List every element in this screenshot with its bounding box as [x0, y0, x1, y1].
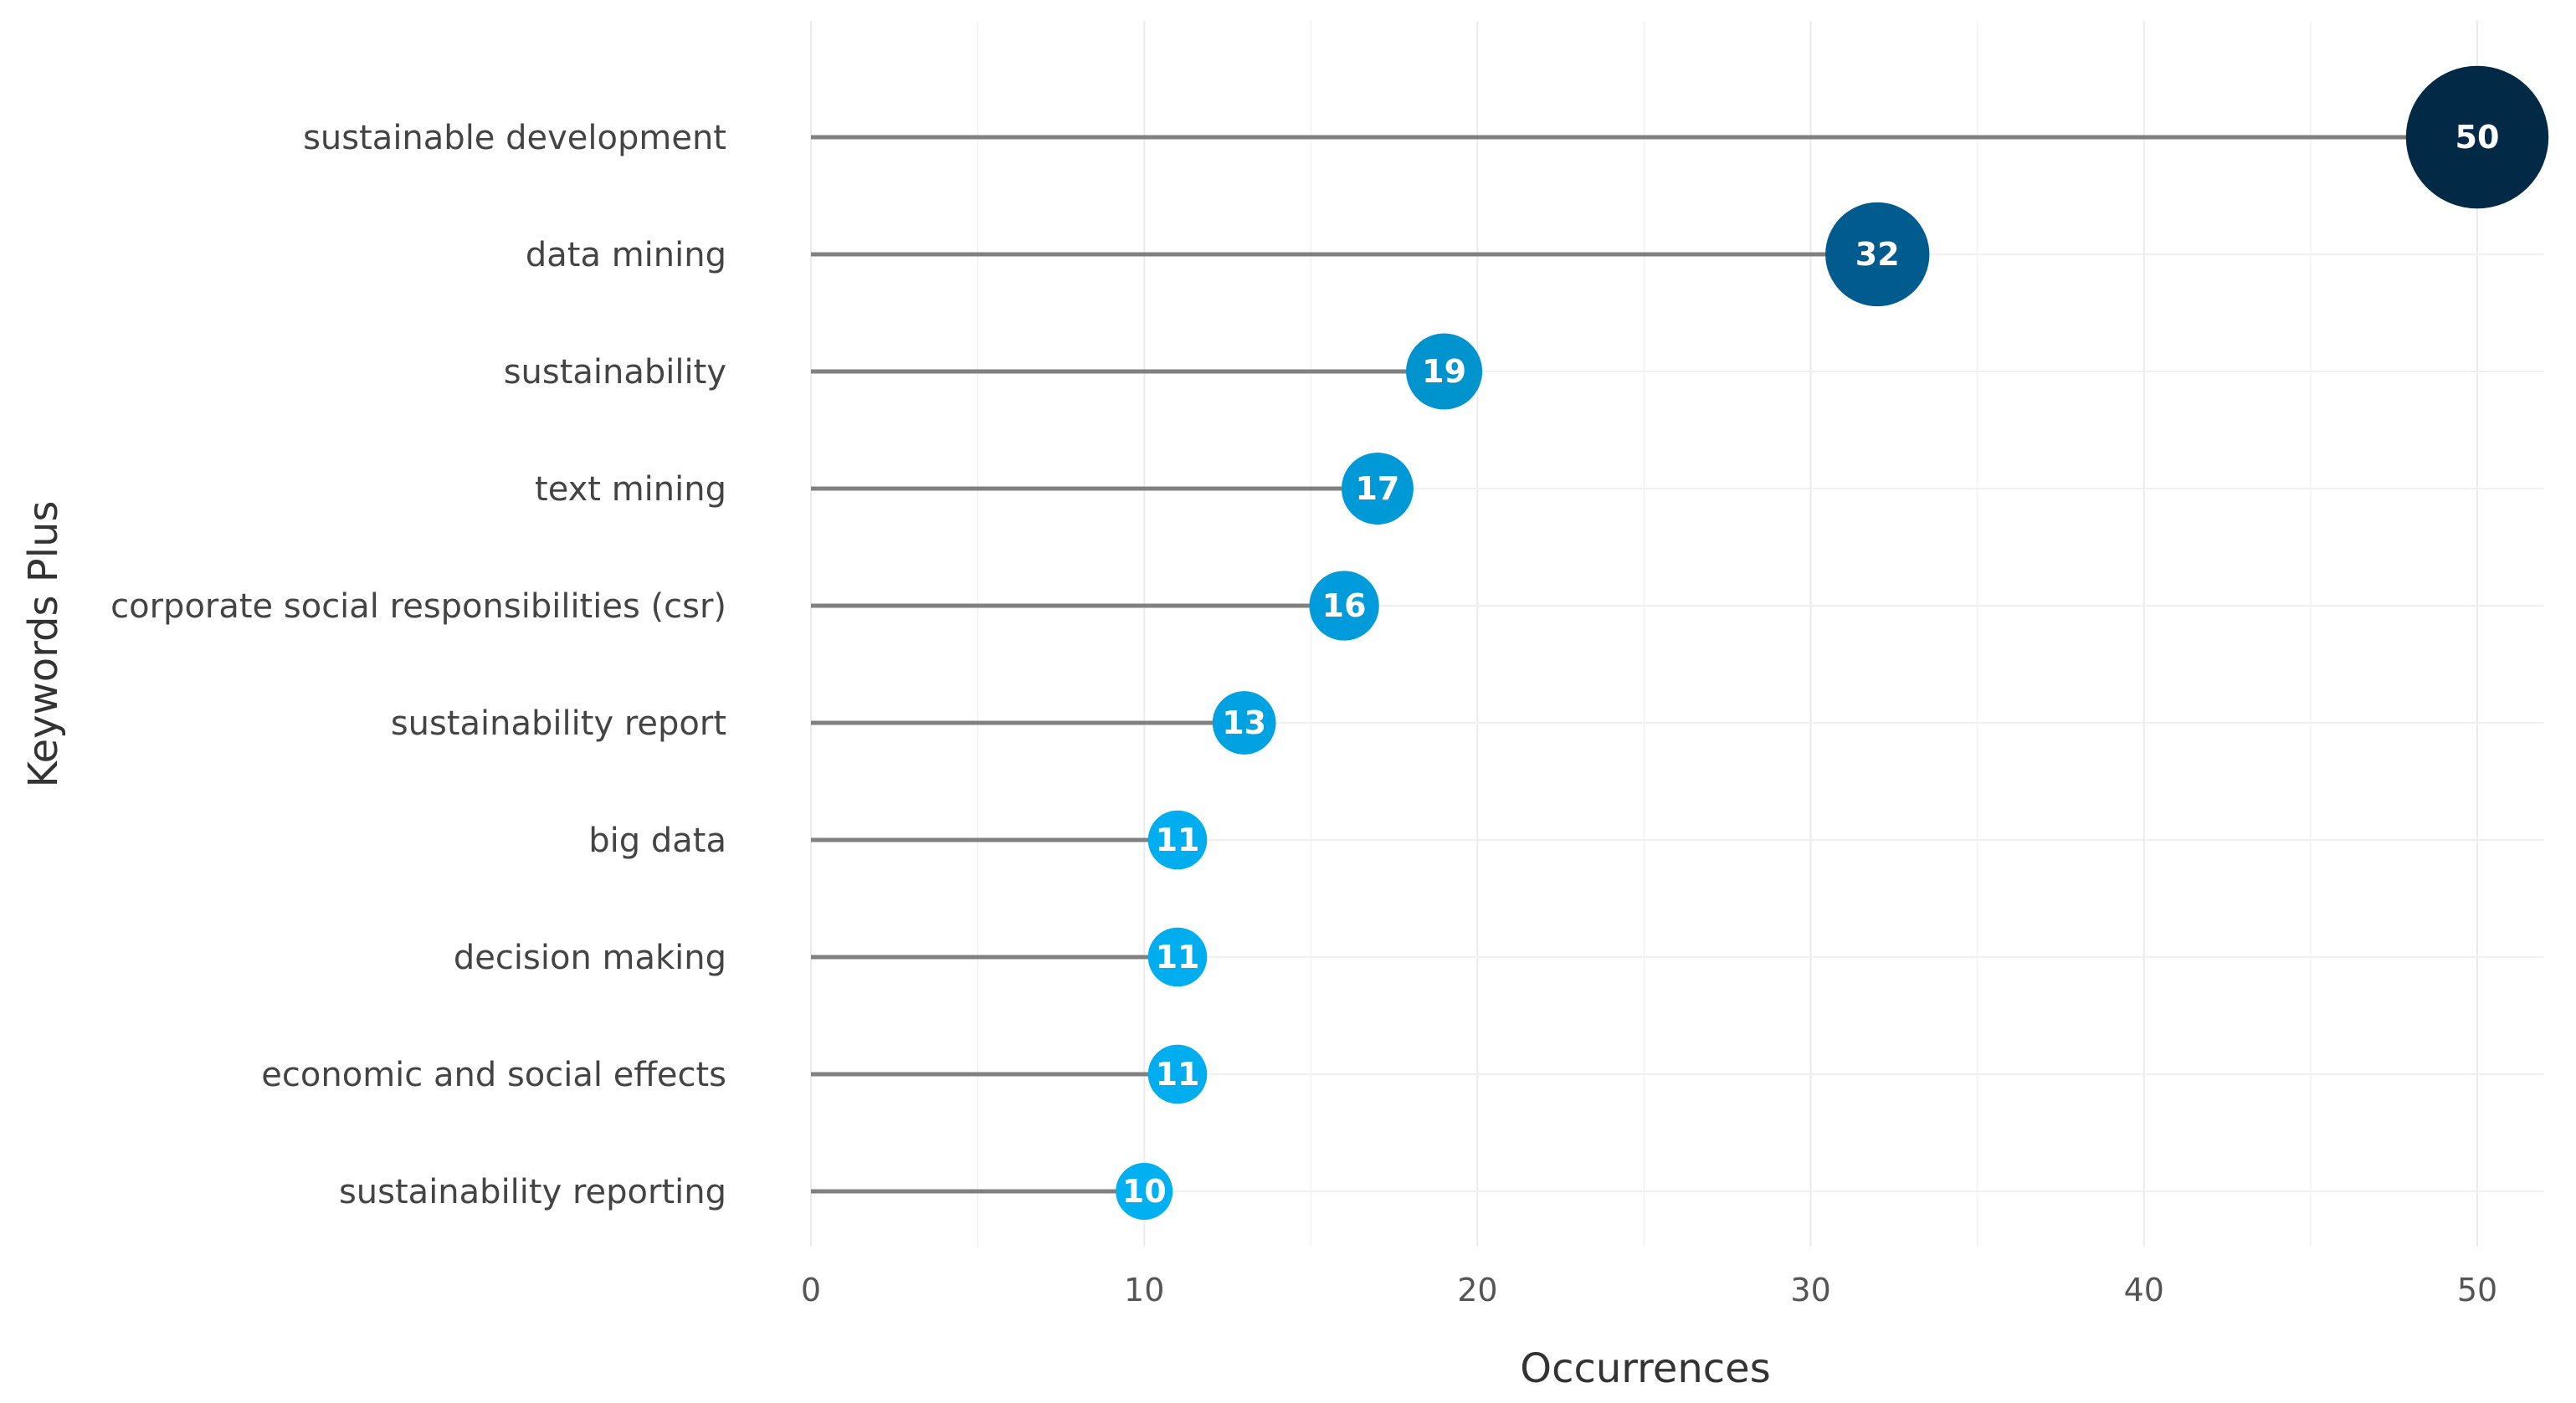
- lollipop-point: [1406, 333, 1483, 410]
- y-tick-label: sustainability reporting: [339, 1173, 726, 1211]
- y-tick-labels: sustainable development data mining sustai…: [110, 119, 726, 1211]
- x-tick-label: 10: [1124, 1272, 1164, 1308]
- data-label: 10: [1122, 1173, 1167, 1210]
- y-tick-label: sustainability: [504, 353, 726, 392]
- lollipop-point: [1147, 927, 1208, 987]
- x-axis-title: Occurrences: [1520, 1345, 1770, 1392]
- data-label: 11: [1156, 939, 1200, 975]
- y-tick-label: sustainability report: [391, 704, 726, 743]
- grid: [810, 21, 2544, 1247]
- data-label: 17: [1355, 470, 1399, 507]
- y-tick-label: big data: [588, 822, 726, 860]
- data-label: 11: [1156, 1056, 1200, 1093]
- lollipop-point: [2405, 65, 2549, 209]
- data-label: 50: [2455, 119, 2500, 156]
- x-tick-label: 30: [1790, 1272, 1830, 1308]
- y-tick-label: economic and social effects: [261, 1056, 726, 1094]
- lollipop-point: [1212, 691, 1276, 755]
- y-tick-label: corporate social responsibilities (csr): [110, 587, 726, 626]
- data-label: 13: [1222, 704, 1266, 741]
- y-tick-label: text mining: [535, 470, 726, 509]
- data-label: 11: [1156, 822, 1200, 858]
- y-axis-title: Keywords Plus: [20, 501, 67, 788]
- y-tick-label: decision making: [454, 939, 726, 977]
- lollipop-point: [1147, 810, 1208, 870]
- y-tick-label: sustainable development: [303, 119, 726, 157]
- data-label: 32: [1855, 236, 1900, 273]
- lollipop-point: [1309, 571, 1379, 641]
- lollipop-point: [1147, 1044, 1208, 1104]
- lollipops: 50 32 19 17 16 13 11 11 11 10: [811, 65, 2549, 1220]
- lollipop-point: [1825, 202, 1930, 307]
- data-label: 19: [1422, 353, 1466, 390]
- x-tick-label: 20: [1457, 1272, 1497, 1308]
- x-tick-labels: 0 10 20 30 40 50: [801, 1272, 2497, 1308]
- x-tick-label: 0: [801, 1272, 821, 1308]
- lollipop-point: [1116, 1163, 1173, 1220]
- x-tick-label: 40: [2124, 1272, 2164, 1308]
- y-tick-label: data mining: [526, 236, 726, 274]
- lollipop-point: [1341, 453, 1414, 525]
- data-label: 16: [1322, 587, 1367, 624]
- x-tick-label: 50: [2457, 1272, 2497, 1308]
